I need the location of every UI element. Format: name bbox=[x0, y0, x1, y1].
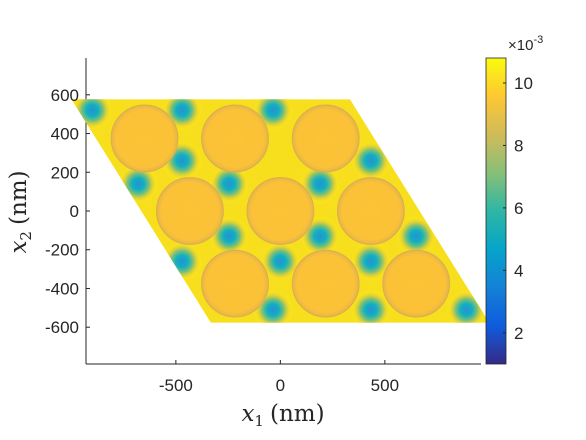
colorbar-multiplier: ×10-3 bbox=[508, 34, 543, 54]
colorbar-tick-group: 2 4 6 8 10 bbox=[503, 74, 533, 343]
rod-inclusion bbox=[110, 104, 179, 173]
heatmap-field bbox=[71, 99, 490, 323]
field-hotspot bbox=[351, 241, 391, 282]
y-tick-label: 0 bbox=[70, 202, 79, 221]
y-tick-label: -200 bbox=[45, 241, 79, 260]
y-tick-label: -400 bbox=[45, 279, 79, 298]
x-tick-label: 500 bbox=[371, 376, 399, 395]
y-tick-label: 600 bbox=[51, 86, 79, 105]
field-hotspot bbox=[351, 289, 391, 323]
x-tick-group: -500 0 500 bbox=[159, 360, 399, 395]
y-tick-label: 200 bbox=[51, 163, 79, 182]
field-hotspot bbox=[260, 241, 301, 282]
rod-inclusion bbox=[201, 104, 269, 173]
y-tick-label: -600 bbox=[45, 318, 79, 337]
x-axis-label-unit: (nm) bbox=[270, 401, 325, 427]
rod-inclusion bbox=[291, 104, 360, 173]
x-axis-label: x1 (nm) bbox=[241, 401, 324, 430]
colorbar-tick-label: 2 bbox=[514, 324, 523, 343]
colorbar-tick-label: 8 bbox=[514, 136, 523, 155]
x-axis-label-sub: 1 bbox=[254, 412, 264, 430]
colorbar-tick-label: 6 bbox=[514, 199, 523, 218]
colorbar-tick-label: 10 bbox=[514, 74, 533, 93]
y-axis-label: x2 (nm) bbox=[6, 170, 35, 253]
rod-inclusion bbox=[156, 177, 224, 245]
y-axis-label-sub: 2 bbox=[17, 231, 35, 241]
rod-inclusion bbox=[291, 249, 360, 318]
field-hotspot bbox=[351, 140, 391, 181]
x-axis-label-var: x bbox=[241, 401, 254, 427]
x-tick-label: -500 bbox=[159, 376, 193, 395]
colorbar-tick-label: 4 bbox=[514, 261, 523, 280]
field-hotspot bbox=[209, 164, 250, 204]
rod-inclusion bbox=[337, 177, 405, 245]
field-hotspot bbox=[162, 241, 203, 282]
colorbar bbox=[485, 57, 507, 365]
rod-inclusion bbox=[201, 249, 269, 318]
rod-inclusion bbox=[382, 249, 451, 318]
field-hotspot bbox=[446, 289, 487, 323]
x-tick-label: 0 bbox=[276, 376, 285, 395]
y-tick-label: 400 bbox=[51, 125, 79, 144]
rod-layer bbox=[110, 104, 451, 318]
rod-inclusion bbox=[246, 177, 315, 245]
y-axis-label-var: x bbox=[6, 241, 32, 254]
y-tick-group: 600 400 200 0 -200 -400 -600 bbox=[45, 86, 90, 337]
y-axis-label-unit: (nm) bbox=[6, 170, 32, 225]
field-hotspot bbox=[300, 164, 340, 204]
field-hotspot bbox=[396, 216, 437, 257]
